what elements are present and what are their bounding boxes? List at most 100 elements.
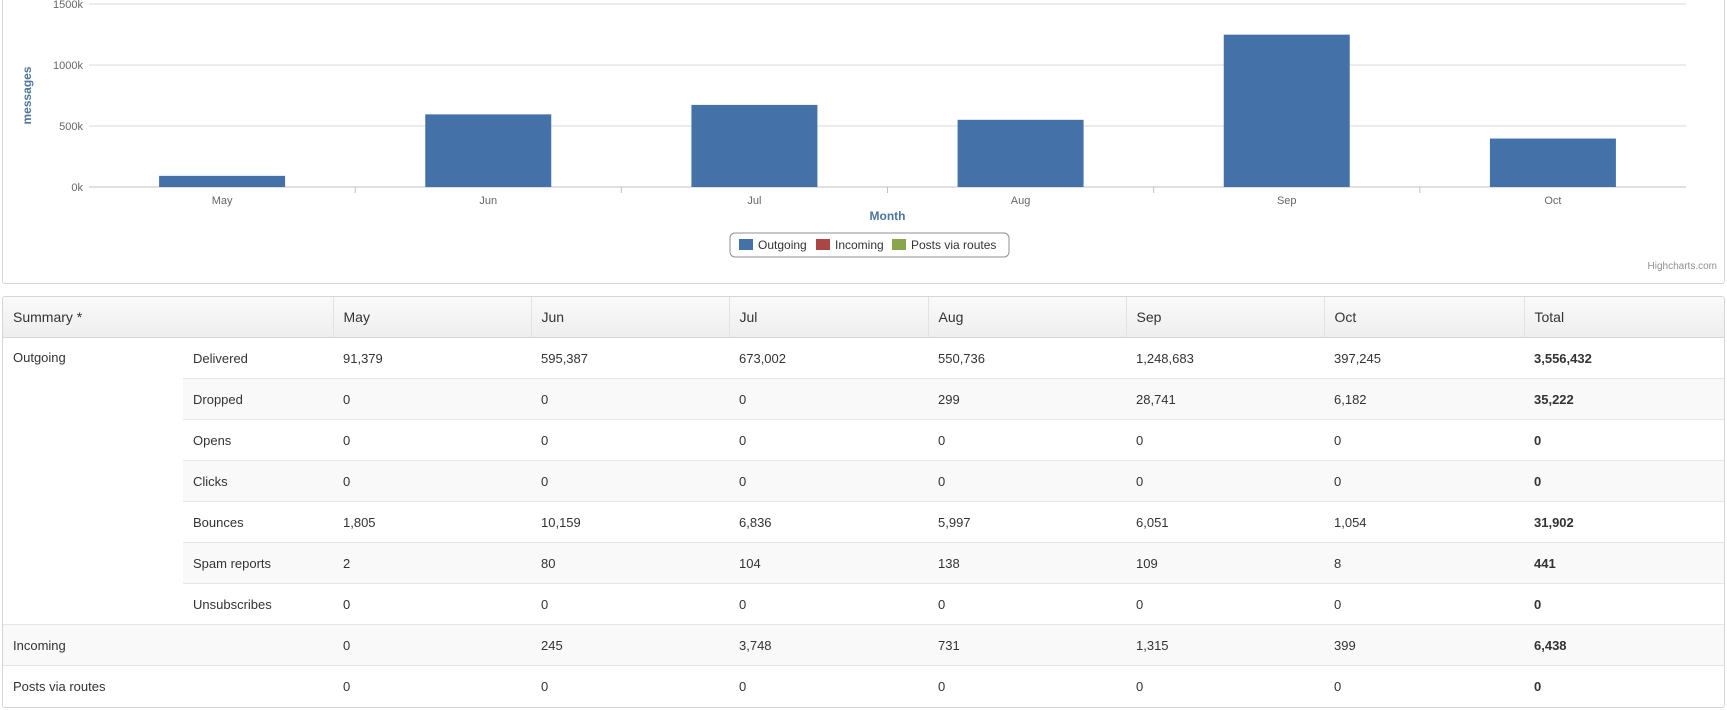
- cell-value: 104: [729, 542, 928, 584]
- cell-value: 10,159: [531, 501, 729, 543]
- cell-value: 3,748: [729, 624, 928, 666]
- legend-swatch: [892, 239, 906, 250]
- column-header: May: [332, 297, 531, 338]
- x-axis-title: Month: [870, 209, 906, 223]
- cell-value: 0: [333, 583, 531, 625]
- y-tick-label: 1000k: [53, 60, 83, 72]
- table-row: Unsubscribes 0 0 0 0 0 0 0: [3, 583, 1724, 625]
- cell-value: 0: [531, 583, 729, 625]
- cell-value: 0: [729, 583, 928, 625]
- row-total: 0: [1524, 419, 1724, 461]
- chart-panel: 0k 500k 1000k 1500k messages May Jun Jul Aug Sep O…: [2, 0, 1725, 284]
- row-total: 0: [1524, 460, 1724, 502]
- column-header: Sep: [1125, 297, 1324, 338]
- y-tick-label: 0k: [71, 182, 83, 194]
- bar-outgoing: [691, 104, 818, 187]
- cell-value: 6,182: [1324, 378, 1524, 420]
- cell-value: 0: [531, 378, 729, 420]
- cell-value: 731: [928, 624, 1126, 666]
- summary-table-panel: Summary * May Jun Jul Aug Sep Oct Total Outgoin…: [2, 296, 1725, 708]
- cell-value: 5,997: [928, 501, 1126, 543]
- cell-value: 299: [928, 378, 1126, 420]
- cell-value: 0: [928, 665, 1126, 706]
- table-row: Bounces 1,805 10,159 6,836 5,997 6,051 1,054 31…: [3, 501, 1724, 543]
- cell-value: 245: [531, 624, 729, 666]
- row-total: 0: [1524, 583, 1724, 625]
- cell-value: 1,054: [1324, 501, 1524, 543]
- table-row: Incoming 0 245 3,748 731 1,315 399 6,438: [3, 624, 1724, 666]
- cell-value: 0: [729, 419, 928, 461]
- cell-value: 0: [333, 624, 531, 666]
- cell-value: 550,736: [938, 350, 985, 366]
- table-header-row: Summary * May Jun Jul Aug Sep Oct Total: [3, 297, 1724, 338]
- cell-value: 0: [333, 378, 531, 420]
- cell-value: 138: [928, 542, 1126, 584]
- cell-value: 0: [531, 665, 729, 706]
- cell-value: 397,245: [1334, 350, 1381, 366]
- x-tick-label: Aug: [1011, 195, 1031, 207]
- legend-item-label: Outgoing: [758, 238, 807, 252]
- row-label: Dropped: [183, 378, 333, 420]
- bar-outgoing: [159, 175, 286, 187]
- row-total: 6,438: [1524, 624, 1724, 666]
- bar-outgoing: [425, 114, 552, 187]
- row-label: Bounces: [183, 501, 333, 543]
- cell-value: 0: [1126, 665, 1324, 706]
- cell-value: 0: [333, 665, 531, 706]
- legend-swatch: [816, 239, 830, 250]
- chart-legend: [729, 232, 1010, 258]
- cell-value: 0: [1324, 665, 1524, 706]
- cell-value: 28,741: [1126, 378, 1324, 420]
- cell-value: 80: [531, 542, 729, 584]
- cell-value: 8: [1324, 542, 1524, 584]
- column-header: Oct: [1323, 297, 1524, 338]
- cell-value: 0: [729, 460, 928, 502]
- row-label: Unsubscribes: [183, 583, 333, 625]
- legend-item-label: Incoming: [835, 238, 884, 252]
- table-row: Outgoing Delivered 91,379 595,387 673,002 550…: [3, 337, 1724, 625]
- cell-value: 0: [1126, 419, 1324, 461]
- table-row: Spam reports 2 80 104 138 109 8 441: [3, 542, 1724, 584]
- cell-value: 1,805: [333, 501, 531, 543]
- cell-value: 0: [928, 460, 1126, 502]
- column-header: Total: [1523, 297, 1724, 338]
- row-label: Clicks: [183, 460, 333, 502]
- cell-value: 6,836: [729, 501, 928, 543]
- row-total: 3,556,432: [1534, 350, 1592, 366]
- cell-value: 0: [1126, 460, 1324, 502]
- row-label: Incoming: [3, 624, 333, 666]
- summary-table: Summary * May Jun Jul Aug Sep Oct Total Outgoin…: [3, 297, 1724, 706]
- legend-swatch: [739, 239, 753, 250]
- row-total: 441: [1524, 542, 1724, 584]
- x-tick-label: Jul: [747, 195, 761, 207]
- row-label: Spam reports: [183, 542, 333, 584]
- row-label: Delivered: [193, 350, 248, 366]
- x-tick-label: Oct: [1544, 195, 1561, 207]
- cell-value: 0: [729, 665, 928, 706]
- cell-value: 595,387: [541, 350, 588, 366]
- x-tick-label: May: [212, 195, 233, 207]
- y-tick-label: 500k: [59, 121, 83, 133]
- cell-value: 109: [1126, 542, 1324, 584]
- cell-value: 91,379: [343, 350, 383, 366]
- row-total: 35,222: [1524, 378, 1724, 420]
- cell-value: 1,315: [1126, 624, 1324, 666]
- row-total: 0: [1524, 665, 1724, 706]
- bar-outgoing: [1489, 138, 1616, 187]
- table-row: Dropped 0 0 0 299 28,741 6,182 35,222: [3, 378, 1724, 420]
- cell-value: 0: [333, 460, 531, 502]
- cell-value: 2: [333, 542, 531, 584]
- row-label: Posts via routes: [3, 665, 333, 706]
- cell-value: 399: [1324, 624, 1524, 666]
- cell-value: 0: [729, 378, 928, 420]
- x-tick-label: Sep: [1277, 195, 1297, 207]
- cell-value: 0: [333, 419, 531, 461]
- column-header: Jun: [530, 297, 729, 338]
- cell-value: 6,051: [1126, 501, 1324, 543]
- y-axis-title: messages: [20, 66, 34, 124]
- row-label: Opens: [183, 419, 333, 461]
- cell-value: 0: [1126, 583, 1324, 625]
- bar-outgoing: [1223, 34, 1350, 187]
- cell-value: 0: [1324, 460, 1524, 502]
- column-header: Aug: [927, 297, 1126, 338]
